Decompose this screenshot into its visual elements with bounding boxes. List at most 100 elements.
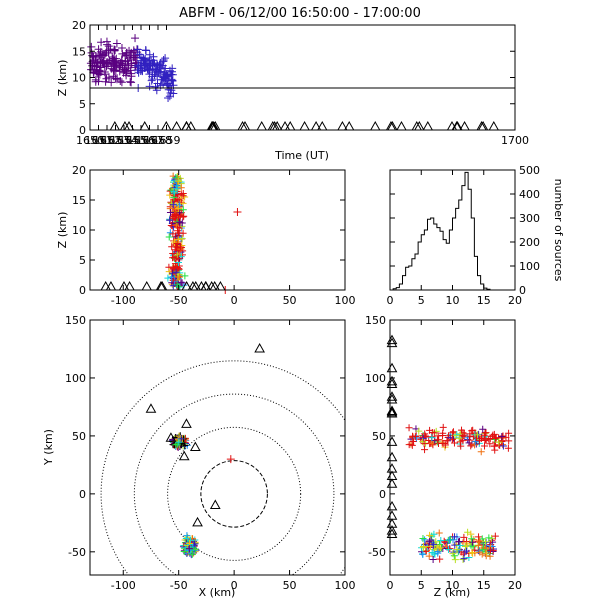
y-tick-label: 20 — [72, 164, 86, 177]
z-y-source — [425, 538, 433, 546]
x-height-source — [165, 233, 173, 241]
z-y-source — [455, 538, 463, 546]
time-height-source — [161, 64, 170, 73]
x-tick-label: 20 — [508, 579, 522, 592]
z-y-panel: 0 5 10 15 20 -50 0 50 100 150 Z (km) — [365, 314, 522, 599]
x-height-source — [171, 195, 179, 203]
plan-view-panel: -100 -50 0 50 100 -50 0 50 100 150 X (km) Y (km) — [42, 314, 356, 599]
z-y-source — [411, 433, 419, 441]
z-y-source — [449, 550, 457, 558]
time-height-source — [168, 76, 177, 85]
y-tick-label: 0 — [379, 488, 386, 501]
x-tick-label: 1653 — [102, 134, 130, 147]
x-height-source — [168, 243, 176, 251]
z-y-source — [469, 426, 477, 434]
plan-view-station — [145, 403, 157, 413]
ground-station-marker — [139, 120, 151, 131]
z-y-source — [495, 438, 503, 446]
x-tick-label: -100 — [111, 579, 136, 592]
z-y-source — [427, 536, 435, 544]
x-height-source — [166, 208, 174, 216]
z-y-source — [483, 549, 491, 557]
plan-view-ylabel: Y (km) — [42, 429, 55, 466]
time-height-source — [97, 38, 106, 47]
z-y-source — [456, 541, 464, 549]
x-height-source — [170, 187, 178, 195]
time-height-source — [107, 78, 116, 87]
z-y-source — [467, 530, 475, 538]
y-tick-label: 5 — [79, 98, 86, 111]
x-height-source — [177, 253, 185, 261]
time-height-source — [103, 40, 112, 49]
x-height-source — [181, 272, 189, 280]
z-y-source — [475, 533, 483, 541]
z-y-station — [386, 500, 398, 511]
z-y-source — [421, 536, 429, 544]
time-height-source — [115, 61, 124, 70]
z-y-source — [420, 440, 428, 448]
z-y-source — [471, 438, 479, 446]
y-tick-label: 150 — [365, 314, 386, 327]
x-tick-label: 1659 — [153, 134, 181, 147]
x-height-source — [179, 199, 187, 207]
time-height-source — [157, 75, 166, 84]
ground-station-marker — [256, 120, 268, 131]
time-height-source — [131, 34, 140, 43]
z-y-source — [428, 548, 436, 556]
x-height-source — [181, 193, 189, 201]
time-height-source — [101, 48, 110, 57]
x-height-source — [168, 273, 176, 281]
z-y-station — [386, 378, 398, 389]
z-y-source — [451, 533, 459, 541]
x-height-source — [175, 205, 183, 213]
x-height-source — [177, 243, 185, 251]
x-height-source — [171, 239, 179, 247]
z-y-source — [446, 545, 454, 553]
z-y-source — [436, 555, 444, 563]
z-y-source — [474, 431, 482, 439]
time-height-source — [138, 67, 147, 76]
z-y-source — [475, 537, 483, 545]
y-tick-label: 100 — [365, 372, 386, 385]
z-y-source — [491, 532, 499, 540]
time-height-source — [117, 43, 126, 52]
time-height-source — [153, 79, 162, 88]
z-y-source — [482, 429, 490, 437]
z-y-source — [460, 555, 468, 563]
ground-station-marker — [299, 120, 310, 131]
x-tick-label: 0 — [387, 294, 394, 307]
z-y-source — [457, 442, 465, 450]
z-y-source — [415, 427, 423, 435]
z-y-source — [445, 546, 453, 554]
z-y-source — [491, 446, 499, 454]
z-y-source — [435, 529, 443, 537]
y-tick-label: 10 — [72, 224, 86, 237]
x-height-source — [173, 251, 181, 259]
z-y-source — [504, 444, 512, 452]
z-y-station — [386, 394, 398, 404]
z-y-source — [449, 428, 457, 436]
plan-view-station — [165, 432, 177, 442]
z-y-source — [441, 441, 449, 449]
z-y-source — [408, 441, 416, 449]
time-height-source — [121, 51, 130, 60]
x-height-source — [169, 254, 177, 262]
time-height-source — [112, 54, 121, 63]
x-tick-label: 1700 — [501, 134, 529, 147]
x-height-ylabel: Z (km) — [56, 212, 69, 249]
z-y-source — [459, 555, 467, 563]
z-y-source — [468, 535, 476, 543]
z-y-source — [433, 436, 441, 444]
ground-station-marker — [477, 120, 489, 131]
z-y-source — [468, 548, 476, 556]
y-tick-label: 0 — [79, 488, 86, 501]
z-y-source — [430, 530, 438, 538]
z-y-source — [488, 542, 496, 550]
x-tick-label: 100 — [335, 294, 356, 307]
z-y-source — [437, 537, 445, 545]
x-height-source — [177, 184, 185, 192]
time-height-source — [116, 77, 125, 86]
z-y-source — [486, 440, 494, 448]
z-y-source — [429, 555, 437, 563]
time-height-source — [152, 66, 161, 75]
